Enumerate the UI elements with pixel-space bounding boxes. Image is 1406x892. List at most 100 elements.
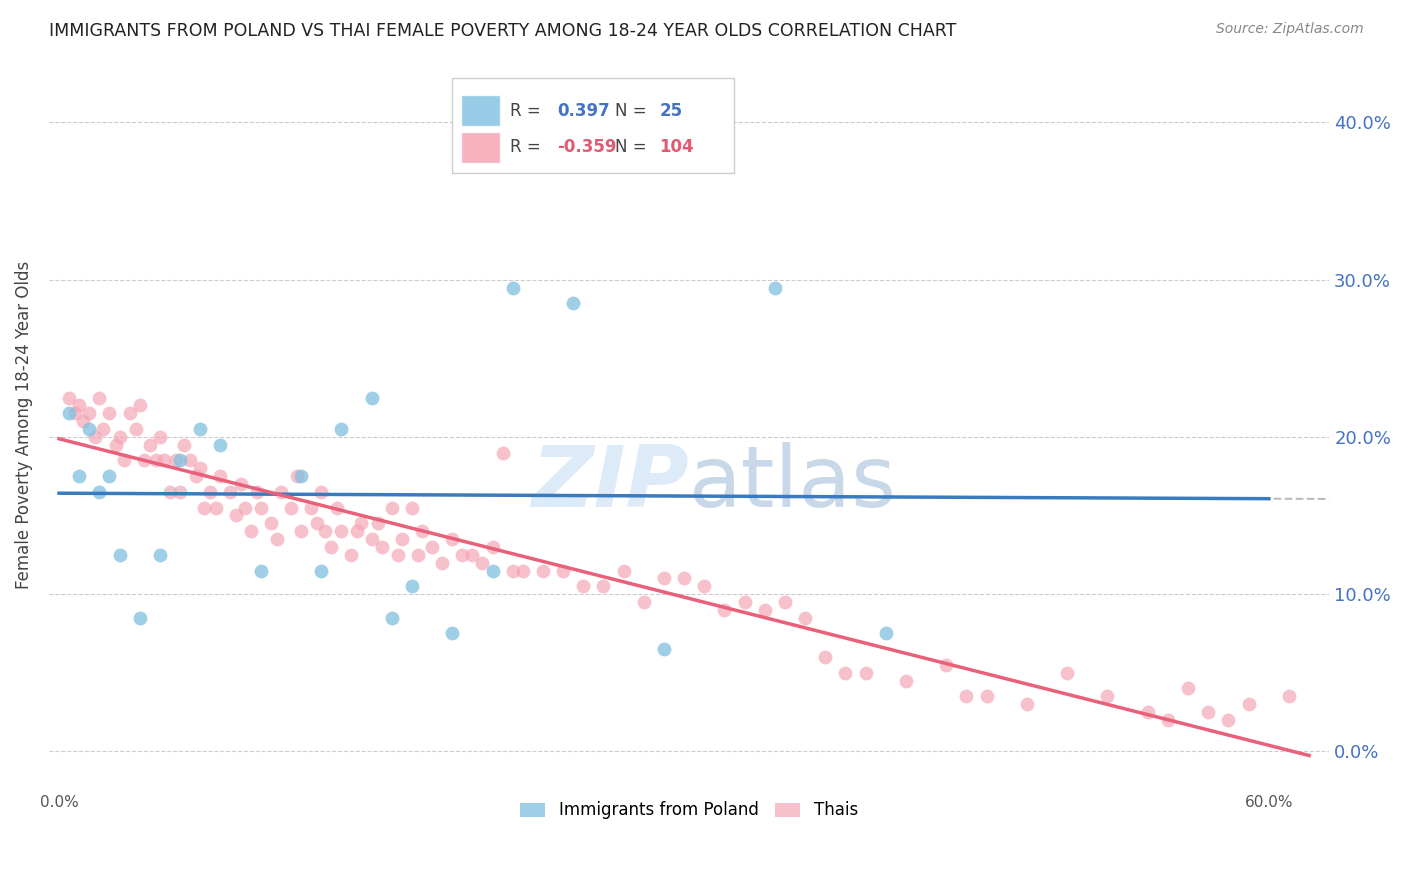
Point xyxy=(200,484,222,499)
Point xyxy=(553,564,575,578)
Point xyxy=(955,690,977,704)
Point xyxy=(360,391,382,405)
Point xyxy=(104,438,127,452)
Point xyxy=(108,430,131,444)
Point xyxy=(249,564,271,578)
Point xyxy=(193,500,215,515)
Point xyxy=(145,453,167,467)
Point xyxy=(340,548,363,562)
Text: -0.359: -0.359 xyxy=(557,138,617,156)
Point xyxy=(153,453,176,467)
Point xyxy=(734,595,756,609)
FancyBboxPatch shape xyxy=(461,95,499,126)
Text: 104: 104 xyxy=(659,138,695,156)
Point xyxy=(169,453,191,467)
Point xyxy=(108,548,131,562)
Point xyxy=(98,469,121,483)
Point xyxy=(481,540,503,554)
Point xyxy=(381,610,404,624)
Point xyxy=(1218,713,1240,727)
Point xyxy=(794,610,817,624)
Text: IMMIGRANTS FROM POLAND VS THAI FEMALE POVERTY AMONG 18-24 YEAR OLDS CORRELATION : IMMIGRANTS FROM POLAND VS THAI FEMALE PO… xyxy=(49,22,956,40)
Point xyxy=(401,579,423,593)
Text: R =: R = xyxy=(510,102,546,120)
Point xyxy=(773,595,796,609)
Point xyxy=(112,453,135,467)
Point xyxy=(219,484,242,499)
Y-axis label: Female Poverty Among 18-24 Year Olds: Female Poverty Among 18-24 Year Olds xyxy=(15,261,32,590)
Point xyxy=(381,500,404,515)
Point xyxy=(321,540,343,554)
Point xyxy=(613,564,636,578)
Point xyxy=(391,532,413,546)
Point xyxy=(673,571,696,585)
Text: 0.397: 0.397 xyxy=(557,102,610,120)
Point xyxy=(401,500,423,515)
Point xyxy=(149,430,172,444)
Point xyxy=(370,540,392,554)
Text: ZIP: ZIP xyxy=(531,442,689,525)
Point xyxy=(330,524,353,539)
Point xyxy=(693,579,716,593)
Point xyxy=(1015,697,1038,711)
Point xyxy=(330,422,353,436)
Text: Source: ZipAtlas.com: Source: ZipAtlas.com xyxy=(1216,22,1364,37)
Point xyxy=(169,484,191,499)
Point xyxy=(441,532,464,546)
Point xyxy=(188,461,211,475)
Point xyxy=(179,453,201,467)
Point xyxy=(309,564,332,578)
Point xyxy=(124,422,146,436)
Point xyxy=(290,524,312,539)
Point xyxy=(79,406,101,420)
Point xyxy=(260,516,283,531)
Point xyxy=(188,422,211,436)
Point xyxy=(1097,690,1119,704)
Point xyxy=(165,453,187,467)
Point xyxy=(360,532,382,546)
Point xyxy=(58,391,80,405)
Point xyxy=(855,665,877,680)
Text: R =: R = xyxy=(510,138,546,156)
Point xyxy=(246,484,269,499)
Point xyxy=(1237,697,1260,711)
Point xyxy=(652,642,675,657)
Point xyxy=(186,469,208,483)
Point xyxy=(159,484,181,499)
Point xyxy=(652,571,675,585)
Point xyxy=(67,399,90,413)
Point xyxy=(406,548,429,562)
Point xyxy=(290,469,312,483)
Point xyxy=(592,579,614,593)
Point xyxy=(89,391,111,405)
Point xyxy=(346,524,368,539)
Point xyxy=(209,469,232,483)
Text: N =: N = xyxy=(614,102,652,120)
Point xyxy=(763,280,786,294)
Point xyxy=(441,626,464,640)
Point xyxy=(1197,705,1219,719)
FancyBboxPatch shape xyxy=(453,78,734,173)
Point xyxy=(481,564,503,578)
Point xyxy=(63,406,86,420)
Point xyxy=(411,524,433,539)
Point xyxy=(326,500,349,515)
Point xyxy=(132,453,155,467)
Text: atlas: atlas xyxy=(689,442,897,525)
Point xyxy=(98,406,121,420)
Point xyxy=(461,548,484,562)
Point xyxy=(233,500,256,515)
Point xyxy=(89,484,111,499)
Point xyxy=(1177,681,1199,696)
Point xyxy=(280,500,302,515)
Point xyxy=(894,673,917,688)
Point xyxy=(118,406,141,420)
Point xyxy=(79,422,101,436)
Point xyxy=(430,556,453,570)
Point xyxy=(229,477,252,491)
Point xyxy=(562,296,585,310)
Point xyxy=(1136,705,1159,719)
Point xyxy=(225,508,247,523)
Point xyxy=(1056,665,1078,680)
Text: 25: 25 xyxy=(659,102,683,120)
